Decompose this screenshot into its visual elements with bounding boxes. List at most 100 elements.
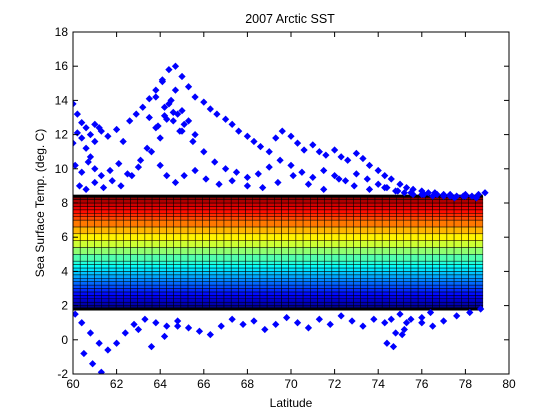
surface-cell: [151, 199, 160, 204]
surface-cell: [216, 274, 225, 279]
surface-cell: [115, 233, 124, 241]
surface-cell: [166, 213, 174, 217]
surface-cell: [115, 254, 124, 262]
surface-cell: [338, 226, 347, 235]
surface-cell: [468, 301, 476, 306]
surface-cell: [317, 267, 325, 272]
scatter-point: [91, 120, 99, 128]
surface-cell: [137, 301, 146, 306]
surface-cell: [216, 281, 225, 286]
y-tick-label: 10: [55, 162, 69, 176]
surface-cell: [374, 274, 383, 279]
surface-cell: [230, 254, 239, 262]
scatter-point: [387, 175, 395, 183]
surface-cell: [216, 213, 225, 217]
surface-cell: [187, 226, 196, 235]
surface-cell: [173, 209, 182, 214]
surface-cell: [403, 260, 412, 265]
surface-cell: [87, 209, 95, 214]
surface-cell: [389, 274, 397, 279]
surface-cell: [302, 291, 311, 296]
surface-cell: [180, 240, 189, 248]
surface-cell: [87, 284, 95, 289]
surface-cell: [475, 264, 484, 269]
surface-cell: [331, 271, 340, 276]
surface-cell: [209, 288, 218, 293]
surface-cell: [417, 271, 426, 276]
scatter-point: [73, 139, 77, 147]
surface-cell: [324, 284, 333, 289]
surface-cell: [194, 219, 203, 228]
surface-cell: [295, 271, 304, 276]
surface-cell: [439, 260, 448, 265]
scatter-point: [243, 173, 252, 181]
surface-cell: [453, 267, 462, 272]
scatter-point: [459, 192, 467, 200]
surface-cell: [194, 240, 203, 248]
surface-cell: [123, 247, 131, 255]
surface-cell: [403, 226, 412, 235]
surface-cell: [266, 226, 275, 235]
surface-cell: [187, 267, 196, 272]
surface-cell: [230, 209, 239, 214]
surface-cell: [238, 301, 246, 306]
surface-cell: [310, 240, 318, 248]
scatter-point: [184, 117, 193, 125]
surface-cell: [417, 301, 426, 306]
surface-cell: [166, 202, 174, 207]
surface-cell: [238, 216, 246, 221]
surface-cell: [223, 226, 232, 235]
surface-cell: [310, 281, 318, 286]
scatter-point: [80, 349, 88, 358]
surface-cell: [173, 233, 182, 241]
surface-cell: [425, 254, 433, 262]
scatter-point: [163, 172, 171, 180]
surface-cell: [367, 199, 376, 204]
surface-cell: [130, 260, 138, 265]
surface-cell: [302, 267, 311, 272]
surface-cell: [475, 247, 484, 255]
scatter-point: [381, 183, 389, 192]
surface-cell: [130, 277, 138, 282]
surface-cell: [159, 233, 167, 241]
surface-cell: [281, 295, 289, 300]
surface-cell: [259, 216, 268, 221]
surface-cell: [446, 199, 455, 204]
scatter-point: [407, 315, 415, 323]
surface-cell: [137, 291, 146, 296]
surface-cell: [389, 213, 397, 217]
surface-cell: [345, 288, 354, 293]
surface-cell: [209, 202, 218, 207]
surface-cell: [439, 226, 448, 235]
surface-cell: [310, 298, 318, 303]
surface-cell: [101, 281, 110, 286]
surface-cell: [288, 260, 297, 265]
surface-cell: [353, 267, 361, 272]
surface-cell: [166, 226, 174, 235]
surface-cell: [288, 216, 297, 221]
surface-cell: [345, 267, 354, 272]
surface-cell: [94, 216, 103, 221]
scatter-point: [78, 319, 86, 327]
surface-cell: [446, 247, 455, 255]
surface-cell: [238, 226, 246, 235]
surface-cell: [87, 216, 95, 221]
surface-cell: [345, 219, 354, 228]
surface-cell: [353, 301, 361, 306]
surface-cell: [453, 301, 462, 306]
surface-cell: [79, 206, 88, 211]
surface-cell: [345, 260, 354, 265]
surface-cell: [101, 199, 110, 204]
x-tick-label: 78: [459, 377, 473, 391]
scatter-point: [95, 124, 103, 132]
surface-cell: [345, 199, 354, 204]
scatter-point: [128, 172, 136, 180]
surface-cell: [353, 271, 361, 276]
surface-cell: [295, 206, 304, 211]
scatter-point: [228, 177, 236, 185]
surface-cell: [403, 267, 412, 272]
surface-cell: [245, 281, 253, 286]
surface-cell: [288, 277, 297, 282]
scatter-point: [191, 130, 199, 139]
